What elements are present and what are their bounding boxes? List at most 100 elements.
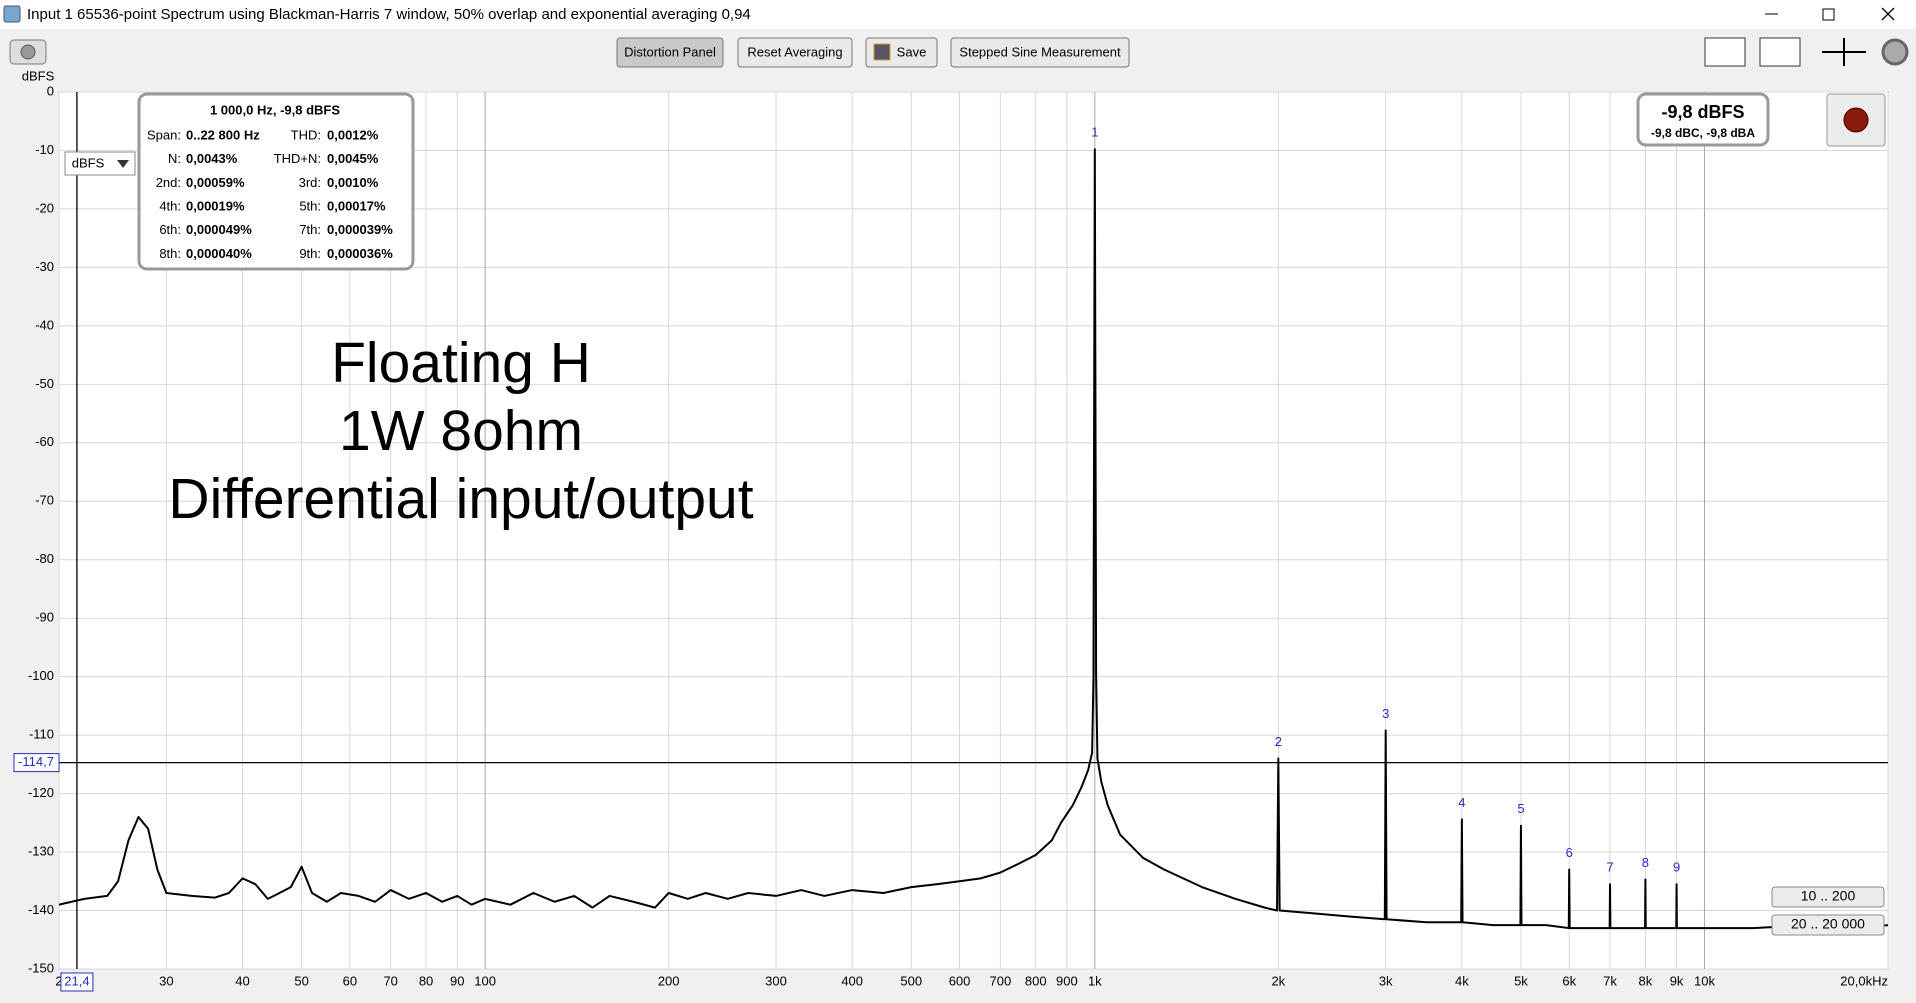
panel-value: 0,00017% [327,199,386,214]
range-button[interactable] [1771,914,1885,936]
units-dropdown[interactable] [64,151,136,176]
harmonic-label: 8 [1642,855,1649,870]
series-layer [59,148,1888,930]
panel-label: 8th: [159,246,181,261]
harmonic-label: 7 [1606,860,1613,875]
panel-value: 0..22 800 Hz [186,127,260,142]
panel-value: 0,0010% [327,175,379,190]
level-main: -9,8 dBFS [1661,102,1744,122]
x-tick-label: 30 [159,973,173,988]
overlay: 1 2 3 4 5 6 7 8 9 -114,7 21,4 dBFS 1 000,0 Hz, -9,8 … [13,92,1888,992]
toolbar-button-label[interactable]: Save [897,44,927,59]
y-tick-label: -40 [35,317,54,332]
range-button-label[interactable]: 20 .. 20 000 [1791,916,1865,932]
panel-label: 9th: [299,246,321,261]
y-tick-label: -60 [35,434,54,449]
x-tick-label: 300 [765,973,787,988]
harmonic-label: 2 [1275,734,1282,749]
x-tick-label: 40 [235,973,249,988]
window-title: Input 1 65536-point Spectrum using Black… [27,6,751,23]
x-tick-label: 60 [343,973,357,988]
restore-button[interactable] [1822,8,1835,21]
panel-label: Span: [147,127,181,142]
annotation-line: Differential input/output [168,467,753,531]
x-tick-label: 7k [1603,973,1617,988]
toolbar-button-label[interactable]: Distortion Panel [624,44,716,59]
x-tick-label: 8k [1639,973,1653,988]
y-tick-label: -100 [28,668,54,683]
y-tick-label: -90 [35,610,54,625]
x-tick-label: 9k [1670,973,1684,988]
y-tick-label: 0 [47,83,54,98]
annotation-line: 1W 8ohm [339,399,583,463]
range-button-label[interactable]: 10 .. 200 [1801,888,1856,904]
harmonic-label: 3 [1382,706,1389,721]
layout-icon[interactable] [1704,37,1746,67]
x-tick-label: 90 [450,973,464,988]
close-button[interactable] [1881,7,1895,21]
harmonic-label: 5 [1517,801,1524,816]
panel-value: 0,000039% [327,222,393,237]
panel-label: N: [168,151,181,166]
x-tick-label: 100 [474,973,496,988]
grid: 0 -10 -20 -30 -40 -50 -60 -70 -80 -90 -100 -110 -120… [28,83,1889,988]
fit-icon[interactable] [1822,38,1866,66]
y-axis-label: dBFS [22,68,55,83]
range-button[interactable] [1771,886,1885,908]
x-tick-label: 3k [1379,973,1393,988]
settings-icon[interactable] [1881,38,1909,66]
cursor-y-label: -114,7 [18,754,54,769]
y-tick-label: -140 [28,902,54,917]
harmonic-label: 6 [1566,845,1573,860]
cursor-x-label: 21,4 [64,973,89,988]
y-tick-label: -120 [28,785,54,800]
toolbar-button[interactable] [737,37,853,68]
x-tick-label: 200 [658,973,680,988]
panel-label: THD+N: [274,151,321,166]
x-tick-label: 1k [1088,973,1102,988]
toolbar-button[interactable] [616,37,724,68]
panel-value: 0,0012% [327,127,379,142]
x-tick-label: 6k [1562,973,1576,988]
panel-value: 0,000049% [186,222,252,237]
level-sub: -9,8 dBC, -9,8 dBA [1651,126,1755,140]
annotation-line: Floating H [331,331,591,395]
harmonic-label: 9 [1673,860,1680,875]
y-tick-label: -70 [35,493,54,508]
x-tick-label: 900 [1056,973,1078,988]
x-tick-label: 600 [949,973,971,988]
units-dropdown-label[interactable]: dBFS [72,155,105,170]
x-tick-label: 500 [900,973,922,988]
x-tick-label: 2k [1271,973,1285,988]
y-tick-label: -10 [35,142,54,157]
panel-label: 7th: [299,222,321,237]
distortion-panel [137,92,415,271]
y-tick-label: -20 [35,200,54,215]
toolbar-button-label[interactable]: Reset Averaging [747,44,842,59]
x-tick-label: 70 [383,973,397,988]
y-tick-label: -130 [28,844,54,859]
panel-value: 0,0043% [186,151,238,166]
view-icons [1704,37,1909,67]
y-tick-label: -110 [29,727,54,742]
toolbar-button-label[interactable]: Stepped Sine Measurement [959,44,1121,59]
panel-header: 1 000,0 Hz, -9,8 dBFS [210,102,340,117]
toolbar-button[interactable] [950,37,1130,68]
x-tick-label: 10k [1694,973,1715,988]
app-icon [3,5,21,23]
x-tick-label: 5k [1514,973,1528,988]
record-dot [1843,107,1869,133]
harmonic-label: 1 [1091,125,1098,140]
columns-icon[interactable] [1759,37,1801,67]
panel-label: 2nd: [156,175,181,190]
y-tick-label: -30 [35,259,54,274]
level-meter [1636,92,1770,147]
panel-value: 0,000036% [327,246,393,261]
y-tick-label: -80 [35,551,54,566]
panel-label: 5th: [299,199,321,214]
x-tick-label: 20,0kHz [1840,973,1888,988]
spectrum-line [59,148,1888,930]
camera-lens [20,44,36,60]
x-tick-label: 2 [55,973,62,988]
